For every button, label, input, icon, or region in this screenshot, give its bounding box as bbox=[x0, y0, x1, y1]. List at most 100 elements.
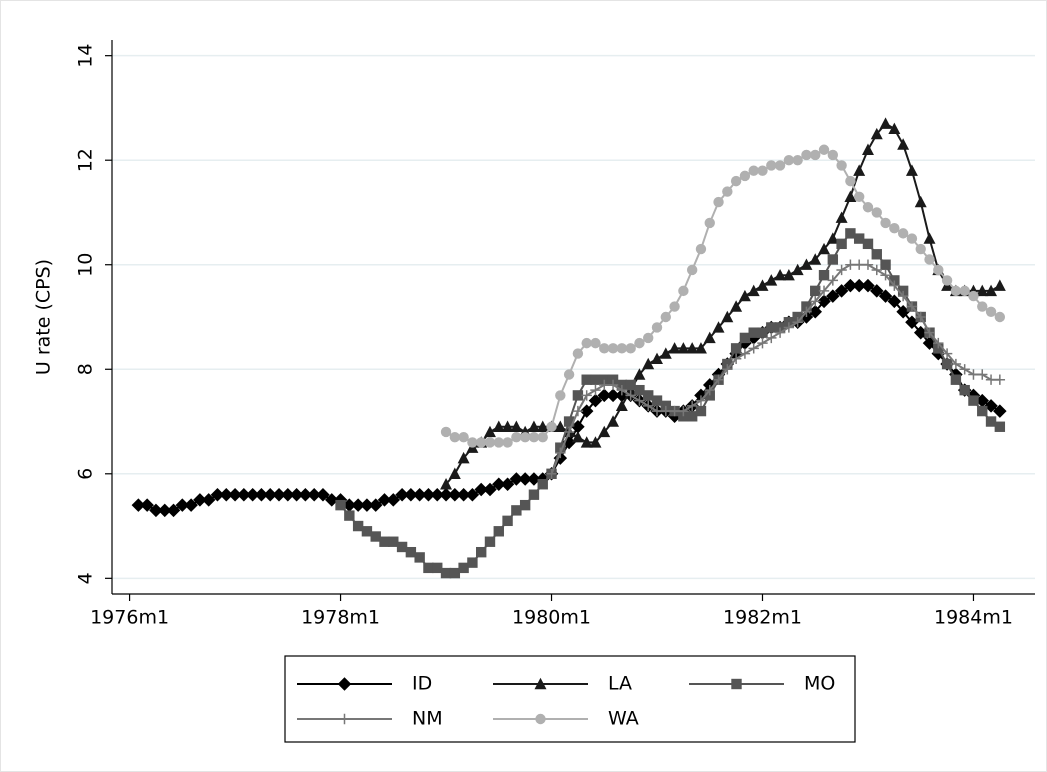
marker bbox=[924, 254, 935, 265]
marker bbox=[519, 432, 531, 443]
marker bbox=[599, 374, 610, 385]
legend-label: NM bbox=[412, 708, 443, 730]
marker bbox=[607, 415, 620, 427]
marker bbox=[660, 405, 671, 417]
marker bbox=[801, 301, 812, 312]
marker bbox=[361, 526, 373, 537]
marker bbox=[563, 369, 575, 380]
marker bbox=[906, 301, 918, 312]
marker bbox=[368, 498, 383, 512]
marker bbox=[835, 211, 848, 223]
marker bbox=[536, 420, 549, 432]
marker bbox=[511, 432, 522, 443]
marker bbox=[465, 487, 480, 502]
marker bbox=[739, 170, 751, 182]
marker bbox=[905, 315, 919, 329]
marker bbox=[555, 447, 566, 459]
marker bbox=[572, 405, 584, 417]
marker bbox=[500, 477, 515, 492]
marker bbox=[405, 546, 417, 558]
marker bbox=[827, 149, 839, 161]
y-tick-label: 6 bbox=[75, 468, 97, 480]
marker bbox=[527, 472, 541, 486]
marker bbox=[659, 347, 672, 359]
marker bbox=[395, 487, 409, 502]
marker bbox=[739, 332, 751, 344]
marker bbox=[668, 342, 681, 354]
series-line bbox=[445, 122, 1001, 485]
marker bbox=[783, 155, 795, 166]
marker bbox=[985, 306, 997, 317]
marker bbox=[783, 317, 795, 328]
marker bbox=[493, 437, 504, 448]
marker bbox=[774, 327, 786, 338]
marker bbox=[412, 487, 427, 502]
marker bbox=[678, 285, 689, 297]
marker bbox=[818, 242, 831, 255]
marker bbox=[625, 379, 636, 391]
marker bbox=[448, 487, 462, 502]
marker bbox=[748, 343, 759, 354]
marker bbox=[968, 369, 979, 380]
marker bbox=[845, 175, 856, 187]
marker bbox=[748, 327, 759, 338]
marker bbox=[440, 426, 452, 438]
marker bbox=[166, 503, 181, 518]
marker bbox=[836, 160, 847, 171]
marker bbox=[924, 327, 935, 338]
marker bbox=[546, 468, 557, 479]
marker bbox=[757, 327, 768, 338]
marker bbox=[765, 274, 778, 286]
marker bbox=[483, 482, 497, 497]
marker bbox=[852, 278, 866, 293]
marker bbox=[492, 420, 505, 432]
marker bbox=[615, 399, 628, 412]
marker bbox=[201, 493, 216, 507]
marker bbox=[889, 280, 900, 291]
marker bbox=[845, 228, 856, 239]
marker bbox=[686, 400, 698, 412]
marker bbox=[686, 411, 698, 422]
marker bbox=[993, 279, 1006, 291]
y-tick-label: 14 bbox=[75, 44, 97, 68]
marker bbox=[502, 515, 513, 527]
marker bbox=[263, 487, 277, 502]
marker bbox=[245, 487, 260, 502]
legend-marker bbox=[337, 677, 352, 691]
marker bbox=[871, 249, 882, 260]
marker bbox=[985, 416, 997, 427]
legend-label: LA bbox=[608, 673, 632, 695]
marker bbox=[889, 222, 900, 234]
marker bbox=[501, 420, 514, 432]
marker bbox=[467, 557, 478, 568]
marker bbox=[993, 404, 1007, 418]
marker bbox=[880, 269, 891, 281]
marker bbox=[642, 357, 655, 370]
marker bbox=[660, 311, 671, 323]
legend-item: MO bbox=[689, 673, 835, 695]
marker bbox=[456, 487, 471, 502]
marker bbox=[210, 487, 225, 502]
marker bbox=[467, 437, 478, 448]
marker bbox=[307, 487, 321, 502]
marker bbox=[827, 254, 839, 265]
marker bbox=[774, 322, 786, 333]
marker bbox=[589, 436, 602, 448]
x-tick-label: 1978m1 bbox=[301, 607, 380, 629]
marker bbox=[607, 374, 619, 385]
marker bbox=[950, 374, 962, 385]
marker bbox=[984, 399, 998, 413]
marker bbox=[810, 296, 821, 307]
marker bbox=[985, 374, 997, 385]
marker bbox=[906, 233, 918, 244]
marker bbox=[606, 388, 620, 403]
marker bbox=[801, 306, 812, 317]
marker bbox=[598, 425, 611, 438]
marker bbox=[335, 499, 346, 511]
marker bbox=[254, 487, 269, 502]
marker bbox=[377, 493, 392, 507]
marker bbox=[193, 493, 207, 507]
marker bbox=[537, 479, 548, 490]
marker bbox=[289, 487, 304, 502]
